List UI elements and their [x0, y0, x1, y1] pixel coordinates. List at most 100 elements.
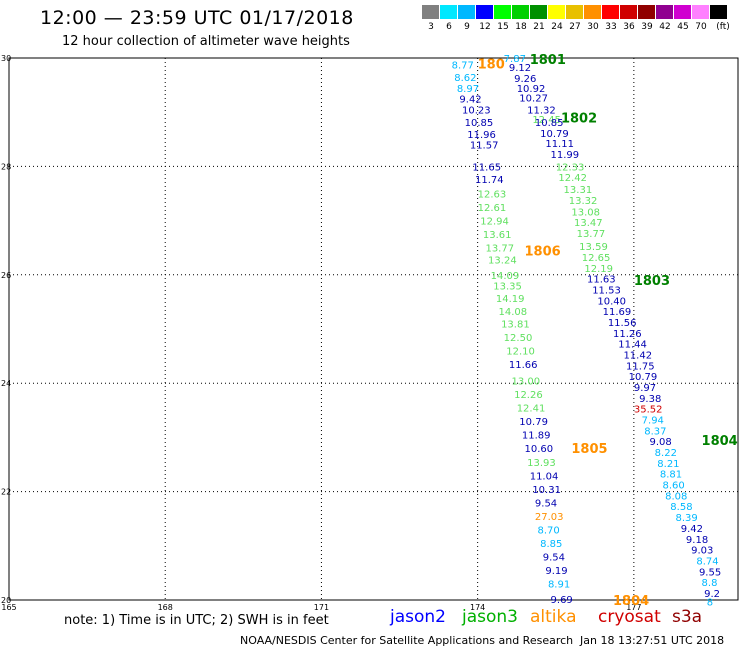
wave-height-value: 14.09 [491, 271, 520, 282]
wave-height-value: 8.21 [657, 459, 679, 470]
wave-height-value: 8.74 [696, 556, 718, 567]
wave-height-value: 13.35 [493, 282, 522, 293]
color-scale-label: 70 [695, 22, 707, 32]
lon-tick-label: 171 [314, 603, 329, 612]
wave-height-value: 11.11 [545, 139, 574, 150]
units-note: note: 1) Time is in UTC; 2) SWH is in fe… [64, 613, 329, 628]
wave-height-value: 8.62 [454, 73, 476, 84]
wave-height-value: 9.12 [509, 63, 531, 74]
lon-tick-label: 177 [626, 603, 641, 612]
page-title: 12:00 — 23:59 UTC 01/17/2018 [40, 7, 354, 29]
color-swatch [476, 5, 494, 19]
track-time-label: 1803 [634, 274, 670, 289]
plot-frame [8, 57, 739, 601]
wave-height-value: 11.75 [626, 361, 655, 372]
color-scale-label: 21 [533, 22, 545, 32]
wave-height-value: 9.54 [543, 553, 565, 564]
lon-tick-label: 165 [1, 603, 16, 612]
wave-height-value: 12.63 [478, 190, 507, 201]
color-swatch [512, 5, 530, 19]
color-scale-label: 27 [569, 22, 581, 32]
color-swatch [566, 5, 584, 19]
wave-height-value: 12.45 [532, 115, 561, 126]
wave-height-value: 9.55 [699, 567, 721, 578]
generated-timestamp: Jan 18 13:27:51 UTC 2018 [580, 634, 725, 647]
wave-height-value: 13.77 [577, 229, 606, 240]
color-swatch [584, 5, 602, 19]
wave-height-value: 10.85 [465, 118, 494, 129]
color-swatch [674, 5, 692, 19]
wave-height-value: 11.26 [613, 329, 642, 340]
track-time-label: 1804 [702, 434, 738, 449]
wave-height-value: 13.47 [574, 218, 603, 229]
wave-height-value: 12.65 [582, 253, 611, 264]
wave-height-value: 9.42 [459, 95, 481, 106]
wave-height-value: 8.37 [644, 426, 666, 437]
wave-height-value: 12.42 [558, 173, 587, 184]
color-scale-label: 3 [428, 22, 434, 32]
lat-tick-label: 24 [1, 379, 11, 388]
wave-height-value: 13.31 [564, 185, 593, 196]
wave-height-value: 35.52 [634, 405, 663, 416]
wave-height-value: 13.32 [569, 196, 598, 207]
color-scale-label: 39 [641, 22, 653, 32]
color-swatch [620, 5, 638, 19]
wave-height-value: 14.08 [498, 307, 527, 318]
wave-height-value: 10.79 [519, 417, 548, 428]
wave-height-value: 11.63 [587, 275, 616, 286]
credit-line: NOAA/NESDIS Center for Satellite Applica… [240, 634, 574, 647]
wave-height-value: 13.00 [511, 376, 540, 387]
wave-height-value: 9.38 [639, 394, 661, 405]
wave-height-value: 12.94 [480, 217, 509, 228]
wave-height-value: 12.61 [478, 203, 507, 214]
wave-height-value: 9.2 [704, 589, 720, 600]
wave-height-value: 9.69 [551, 595, 573, 606]
color-swatch [710, 5, 728, 19]
color-scale-labels: 3 6 9 12 15 18 21 24 27 30 33 36 39 42 45 70 (ft) [422, 22, 740, 34]
color-swatch [440, 5, 458, 19]
wave-height-value: 10.40 [597, 296, 626, 307]
wave-height-value: 9.18 [686, 535, 708, 546]
wave-height-value: 12.50 [504, 333, 533, 344]
color-scale-label: 18 [515, 22, 527, 32]
wave-height-value: 11.32 [527, 105, 556, 116]
color-swatch [692, 5, 710, 19]
wave-height-value: 11.44 [618, 340, 647, 351]
color-scale-bar [422, 5, 728, 19]
color-scale-label: (ft) [716, 22, 730, 32]
wave-height-value: 10.23 [462, 105, 491, 116]
wave-height-value: 10.85 [535, 118, 564, 129]
wave-height-value: 13.77 [485, 244, 514, 255]
wave-height-value: 10.60 [525, 444, 554, 455]
wave-height-value: 8.97 [457, 84, 479, 95]
wave-height-value: 13.24 [488, 256, 517, 267]
wave-height-value: 9.19 [545, 566, 567, 577]
wave-height-value: 8.08 [665, 491, 687, 502]
track-time-label: 180 [478, 57, 505, 72]
lon-tick-label: 174 [470, 603, 485, 612]
wave-height-value: 12.26 [514, 390, 543, 401]
color-swatch [548, 5, 566, 19]
wave-height-value: 7.94 [642, 416, 664, 427]
legend-s3a: s3a [672, 607, 703, 627]
wave-height-value: 13.59 [579, 242, 608, 253]
wave-height-value: 8.60 [662, 481, 684, 492]
wave-height-value: 14.19 [496, 294, 525, 305]
color-scale-label: 42 [659, 22, 671, 32]
track-time-label: 1801 [530, 53, 566, 68]
color-scale-label: 36 [623, 22, 635, 32]
wave-height-value: 9.08 [649, 437, 671, 448]
lat-tick-label: 30 [1, 54, 11, 63]
track-time-label: 1802 [561, 112, 597, 127]
color-swatch [422, 5, 440, 19]
color-scale-label: 33 [605, 22, 617, 32]
wave-height-value: 8.39 [676, 513, 698, 524]
wave-height-value: 11.53 [592, 285, 621, 296]
track-time-label: 1806 [525, 244, 561, 259]
lat-tick-label: 26 [1, 271, 11, 280]
wave-height-value: 7.87 [504, 54, 526, 65]
color-scale-label: 15 [497, 22, 509, 32]
color-swatch [494, 5, 512, 19]
wave-height-value: 11.69 [603, 307, 632, 318]
wave-height-value: 10.92 [517, 84, 546, 95]
